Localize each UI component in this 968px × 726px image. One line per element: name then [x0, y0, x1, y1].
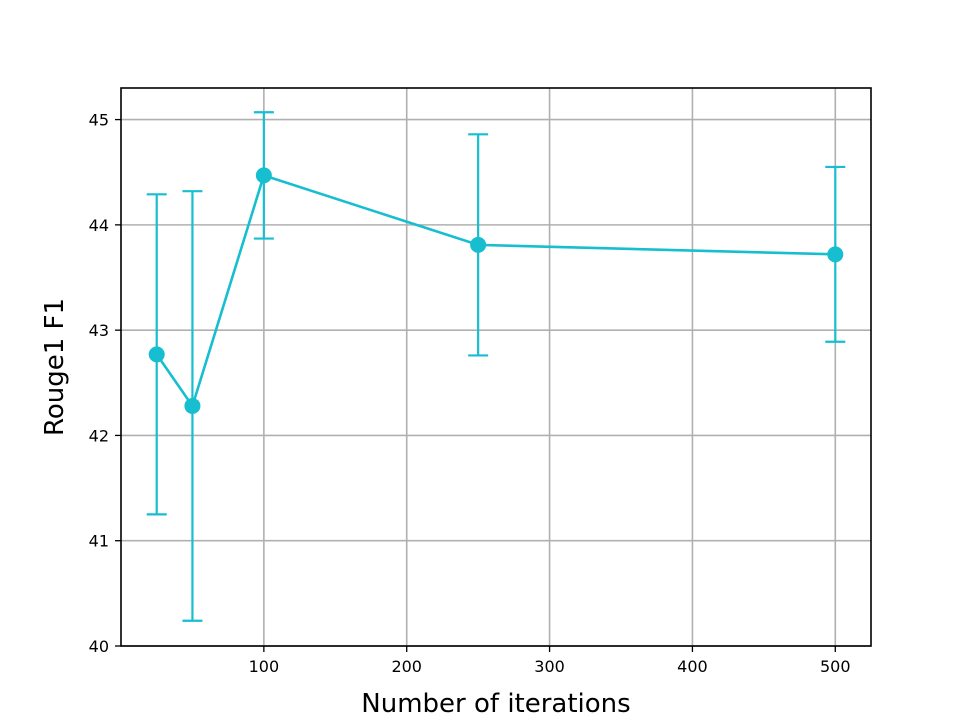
x-tick-label: 500	[820, 657, 851, 676]
axis-ticks: 100 200 300 400 500 40 41 42 43 44 45	[89, 111, 851, 676]
x-tick-label: 300	[534, 657, 565, 676]
y-tick-label: 45	[89, 111, 109, 130]
data-point	[255, 167, 272, 184]
y-tick-label: 43	[89, 321, 109, 340]
y-axis-title: Rouge1 F1	[40, 298, 70, 436]
data-points	[148, 167, 844, 414]
plot-frame	[120, 87, 872, 647]
y-tick-label: 44	[89, 216, 109, 235]
x-tick-label: 400	[677, 657, 708, 676]
x-tick-label: 100	[249, 657, 280, 676]
data-point	[827, 246, 844, 263]
x-tick-label: 200	[391, 657, 422, 676]
y-tick-label: 42	[89, 426, 109, 445]
x-axis-title: Number of iterations	[361, 689, 630, 719]
data-point	[148, 346, 165, 363]
data-point	[184, 397, 201, 414]
data-point	[470, 236, 487, 253]
y-tick-label: 41	[89, 532, 109, 551]
y-tick-label: 40	[89, 637, 109, 656]
plot-background	[121, 88, 871, 646]
